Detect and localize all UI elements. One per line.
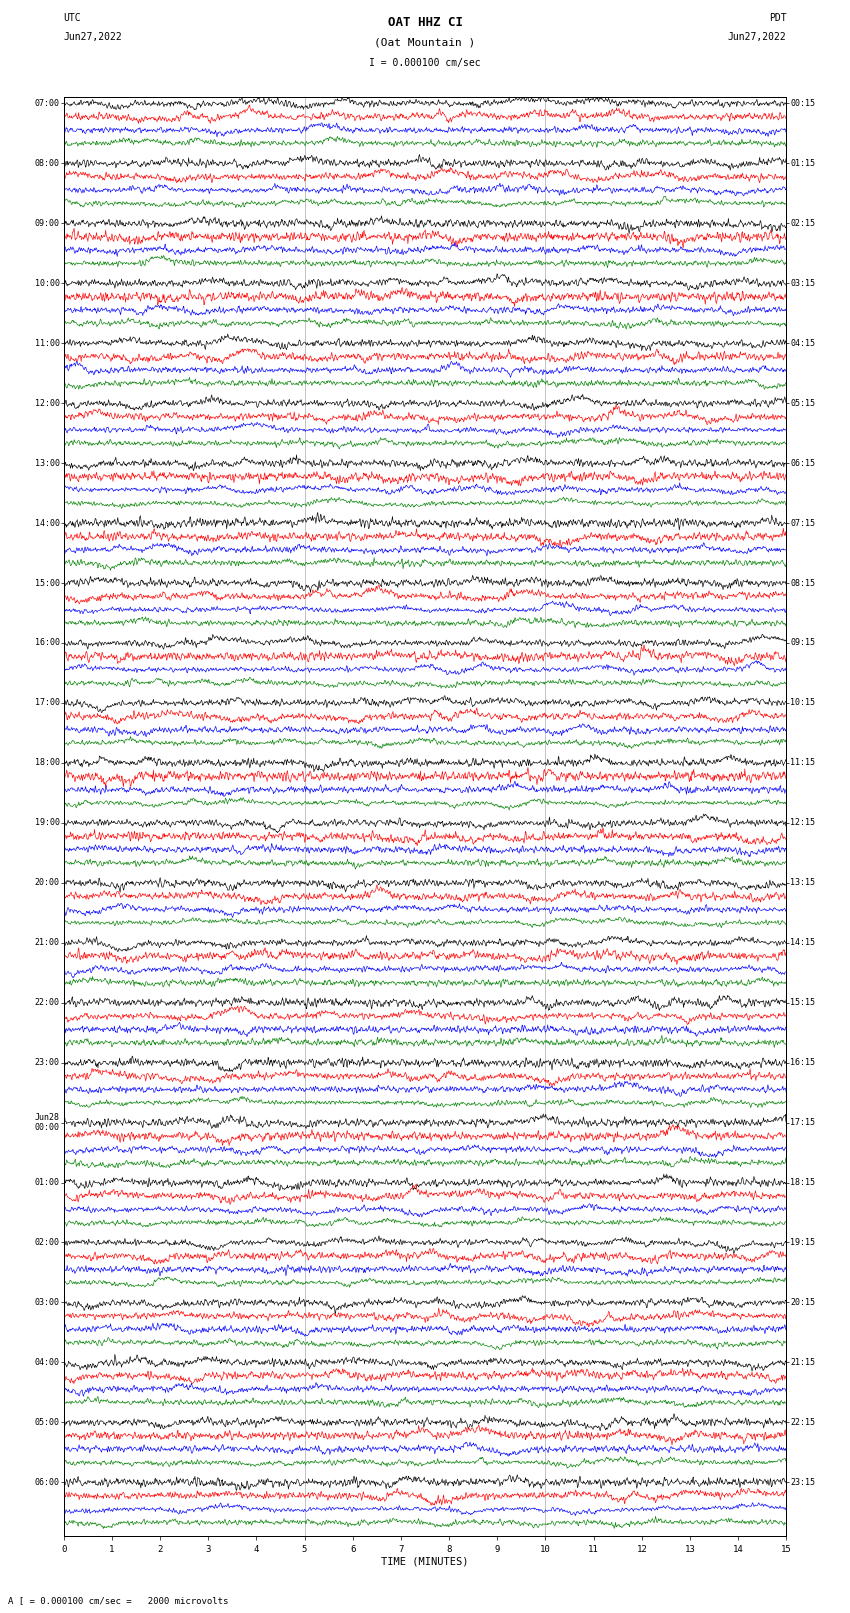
Text: A [ = 0.000100 cm/sec =   2000 microvolts: A [ = 0.000100 cm/sec = 2000 microvolts xyxy=(8,1595,229,1605)
Text: OAT HHZ CI: OAT HHZ CI xyxy=(388,16,462,29)
X-axis label: TIME (MINUTES): TIME (MINUTES) xyxy=(382,1557,468,1566)
Text: (Oat Mountain ): (Oat Mountain ) xyxy=(374,37,476,47)
Text: PDT: PDT xyxy=(768,13,786,23)
Text: Jun27,2022: Jun27,2022 xyxy=(64,32,122,42)
Text: Jun27,2022: Jun27,2022 xyxy=(728,32,786,42)
Text: I = 0.000100 cm/sec: I = 0.000100 cm/sec xyxy=(369,58,481,68)
Text: UTC: UTC xyxy=(64,13,82,23)
